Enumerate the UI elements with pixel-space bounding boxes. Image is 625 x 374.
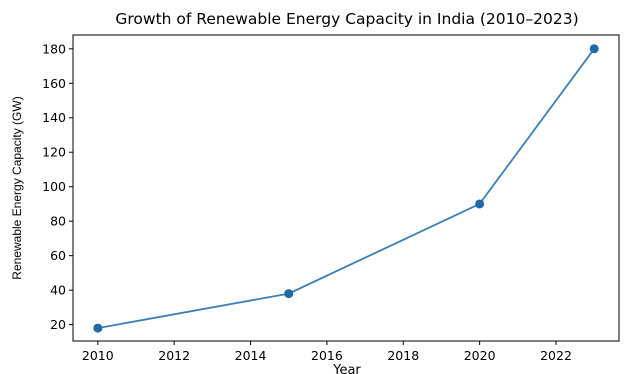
x-axis: 2010 2012 2014 2016 2018 2020 2022	[82, 341, 572, 363]
x-tick-label: 2010	[82, 348, 114, 363]
x-tick-label: 2022	[540, 348, 572, 363]
y-tick-label: 40	[50, 283, 66, 298]
y-tick-label: 180	[42, 41, 66, 56]
chart-title: Growth of Renewable Energy Capacity in I…	[115, 10, 578, 28]
y-tick-label: 120	[42, 145, 66, 160]
series-layer	[93, 44, 599, 333]
y-tick-label: 100	[42, 179, 66, 194]
y-tick-label: 20	[50, 317, 66, 332]
data-point	[93, 323, 103, 333]
y-tick-label: 60	[50, 248, 66, 263]
y-tick-label: 140	[42, 110, 66, 125]
data-point	[589, 44, 599, 54]
x-tick-label: 2018	[387, 348, 419, 363]
y-axis: 20 40 60 80 100 120 140 160 180	[42, 41, 73, 332]
x-tick-label: 2014	[235, 348, 267, 363]
y-axis-label: Renewable Energy Capacity (GW)	[10, 96, 24, 279]
y-tick-label: 160	[42, 76, 66, 91]
y-tick-label: 80	[50, 214, 66, 229]
data-point	[475, 199, 485, 209]
x-tick-label: 2012	[158, 348, 190, 363]
x-tick-label: 2020	[464, 348, 496, 363]
series-line	[97, 48, 595, 329]
plot-frame	[72, 34, 620, 342]
x-axis-label: Year	[332, 363, 361, 374]
data-point	[284, 289, 294, 299]
x-tick-label: 2016	[311, 348, 343, 363]
